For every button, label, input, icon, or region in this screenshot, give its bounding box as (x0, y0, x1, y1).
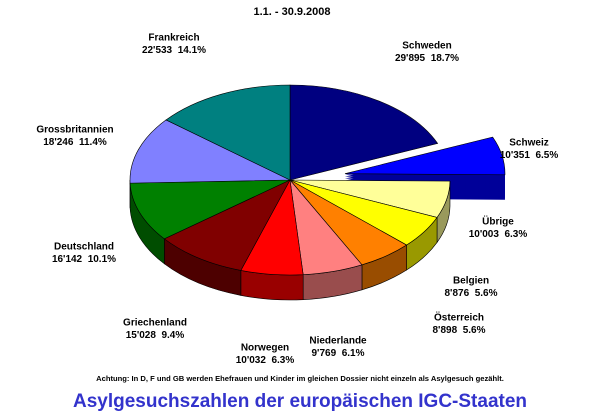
chart-title: Asylgesuchszahlen der europäischen IGC-S… (73, 391, 527, 412)
value-label: 8'898 (433, 325, 458, 336)
slice-value: 15'028 9.4% (126, 330, 185, 341)
percent-label: 10.1% (88, 254, 116, 265)
chart-subtitle: 1.1. - 30.9.2008 (253, 6, 330, 18)
slice-value: 10'351 6.5% (500, 150, 559, 161)
value-label: 9'769 (312, 348, 337, 359)
slice-label: Belgien (453, 276, 489, 287)
slice-value: 16'142 10.1% (52, 254, 116, 265)
value-label: 22'533 (142, 45, 173, 56)
slice-label: Norwegen (241, 343, 289, 354)
value-label: 29'895 (395, 53, 426, 64)
pie-slice (344, 136, 506, 176)
slice-label: Griechenland (123, 318, 187, 329)
chart-note: Achtung: In D, F und GB werden Ehefrauen… (96, 374, 504, 383)
value-label: 8'876 (445, 288, 470, 299)
percent-label: 6.5% (535, 150, 558, 161)
slice-value: 10'003 6.3% (469, 229, 528, 240)
slice-value: 8'898 5.6% (433, 325, 486, 336)
value-label: 15'028 (126, 330, 157, 341)
value-label: 10'032 (236, 355, 267, 366)
slice-value: 10'032 6.3% (236, 355, 295, 366)
pie-slice (289, 84, 439, 181)
pie-slice (165, 84, 291, 181)
slice-value: 22'533 14.1% (142, 45, 206, 56)
slice-label: Österreich (434, 311, 484, 324)
value-label: 10'003 (469, 229, 500, 240)
slice-label: Deutschland (54, 242, 114, 253)
percent-label: 5.6% (463, 325, 486, 336)
slice-value: 8'876 5.6% (445, 288, 498, 299)
slice-label: Schweden (402, 41, 451, 52)
pie-slice (129, 179, 291, 240)
percent-label: 6.1% (342, 348, 365, 359)
percent-label: 6.3% (504, 229, 527, 240)
percent-label: 5.6% (475, 288, 498, 299)
value-label: 16'142 (52, 254, 83, 265)
slice-label: Übrige (482, 215, 514, 228)
value-label: 10'351 (500, 150, 531, 161)
value-label: 18'246 (43, 137, 74, 148)
slice-value: 9'769 6.1% (312, 348, 365, 359)
percent-label: 11.4% (79, 137, 107, 148)
percent-label: 18.7% (431, 53, 459, 64)
slice-label: Grossbritannien (36, 125, 113, 136)
pie-slice (129, 119, 291, 184)
pie-slice (163, 179, 291, 271)
slice-value: 18'246 11.4% (43, 137, 107, 148)
percent-label: 9.4% (161, 330, 184, 341)
slice-label: Frankreich (148, 33, 199, 44)
slice-label: Niederlande (309, 336, 367, 347)
slice-value: 29'895 18.7% (395, 53, 459, 64)
percent-label: 6.3% (271, 355, 294, 366)
percent-label: 14.1% (178, 45, 206, 56)
slice-label: Schweiz (509, 138, 548, 149)
